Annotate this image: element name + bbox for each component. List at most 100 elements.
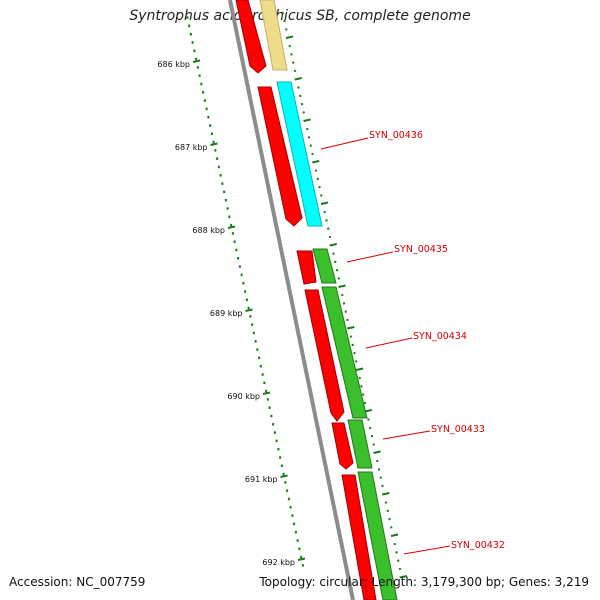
- scale-minor-tick: [216, 157, 219, 160]
- scale-minor-tick: [214, 149, 217, 152]
- scale-minor-tick: [202, 91, 205, 94]
- scale-tick-label: 690 kbp: [227, 392, 260, 401]
- scale-minor-tick: [300, 555, 303, 559]
- scale-minor-tick: [294, 530, 297, 534]
- scale-minor-tick: [230, 223, 233, 227]
- gene-labels[interactable]: SYN_00436 SYN_00435 SYN_00434 SYN_00433 …: [320, 130, 505, 555]
- outer-tick: [344, 310, 347, 313]
- outer-tick: [341, 293, 344, 297]
- outer-tick: [363, 401, 367, 405]
- scale-tick: [262, 391, 271, 395]
- scale-tick: [245, 308, 253, 312]
- scale-minor-tick: [272, 423, 275, 426]
- scale-tick: [227, 225, 236, 229]
- outer-tick: [320, 201, 329, 205]
- outer-tick: [306, 127, 309, 131]
- outer-tick: [335, 268, 339, 272]
- scale-tick: [210, 142, 218, 146]
- cds-track[interactable]: [235, 0, 377, 600]
- outer-tick: [290, 53, 293, 56]
- gene-feature-cyan: [276, 81, 323, 227]
- outer-tick: [294, 77, 302, 81]
- scale-tick-label: 691 kbp: [245, 475, 278, 484]
- map-title: Syntrophus aciditrophicus SB, complete g…: [129, 8, 471, 24]
- outer-tick: [329, 243, 337, 247]
- outer-tick: [311, 152, 314, 156]
- outer-tick: [292, 61, 295, 64]
- scale-minor-tick: [223, 190, 226, 194]
- outer-tick: [373, 450, 381, 454]
- gene-feature-green: [312, 248, 337, 284]
- outer-tick: [288, 44, 291, 48]
- cds-arrow: [235, 0, 267, 74]
- scale-tick: [280, 474, 288, 478]
- scale-minor-tick: [259, 364, 262, 368]
- scale-minor-tick: [205, 107, 208, 111]
- scale-minor-tick: [273, 431, 276, 434]
- scale-minor-tick: [191, 41, 194, 44]
- scale-minor-tick: [193, 49, 196, 53]
- outer-tick: [314, 169, 318, 172]
- outer-tick: [390, 533, 399, 537]
- gene-feature-track[interactable]: [259, 0, 398, 600]
- label-leader: [382, 430, 431, 440]
- scale-minor-tick: [268, 406, 271, 409]
- outer-tick: [397, 559, 400, 562]
- scale-minor-tick: [291, 514, 294, 517]
- scale-minor-tick: [275, 439, 278, 443]
- outer-tick: [285, 28, 288, 31]
- outer-tick: [297, 86, 300, 89]
- outer-tick: [362, 393, 365, 396]
- scale-minor-tick: [298, 547, 301, 551]
- scale-minor-tick: [228, 215, 231, 219]
- outer-tick: [327, 227, 330, 230]
- scale-minor-tick: [221, 182, 224, 185]
- gene-label: SYN_00436: [369, 130, 423, 141]
- backbone-line: [228, 0, 355, 600]
- scale-tick-label: 689 kbp: [210, 309, 243, 318]
- gene-label: SYN_00434: [413, 331, 467, 342]
- label-leader: [365, 337, 413, 349]
- scale-minor-tick: [261, 373, 264, 376]
- scale-minor-tick: [188, 24, 191, 28]
- scale-minor-tick: [189, 32, 192, 36]
- gene-label: SYN_00435: [394, 244, 448, 255]
- cds-arrow: [296, 250, 317, 285]
- gene-feature-tan: [259, 0, 288, 71]
- gene-feature-green: [347, 419, 373, 469]
- scale-minor-tick: [286, 489, 289, 492]
- scale-minor-tick: [296, 539, 299, 542]
- outer-tick: [364, 409, 372, 413]
- outer-tick: [384, 501, 388, 504]
- genome-summary-text: Topology: circular; Length: 3,179,300 bp…: [259, 575, 589, 589]
- outer-tick: [323, 210, 326, 214]
- outer-tick: [382, 492, 390, 496]
- outer-tick: [316, 177, 319, 181]
- outer-tick: [309, 144, 312, 147]
- cds-arrow: [257, 86, 303, 227]
- scale-minor-tick: [282, 472, 285, 476]
- scale-tick-label: 686 kbp: [157, 60, 190, 69]
- scale-minor-tick: [265, 389, 268, 393]
- scale-tick-label: 687 kbp: [175, 143, 208, 152]
- outer-tick: [299, 94, 302, 98]
- outer-tick: [303, 118, 311, 122]
- label-leader: [403, 545, 451, 555]
- outer-tick: [337, 277, 340, 280]
- scale-minor-tick: [279, 456, 282, 459]
- scale-minor-tick: [242, 281, 245, 285]
- scale-minor-tick: [196, 66, 199, 69]
- outer-ticks: [281, 11, 407, 579]
- outer-tick: [347, 326, 355, 330]
- gene-feature-green: [321, 286, 368, 419]
- gene-label: SYN_00433: [431, 424, 485, 435]
- outer-tick: [358, 376, 361, 380]
- accession-text: Accession: NC_007759: [9, 575, 146, 589]
- cds-arrow: [331, 422, 354, 470]
- outer-tick: [332, 252, 335, 255]
- label-leader: [346, 251, 394, 263]
- scale-minor-tick: [203, 99, 206, 102]
- scale-minor-tick: [233, 240, 236, 243]
- outer-tick: [351, 343, 354, 347]
